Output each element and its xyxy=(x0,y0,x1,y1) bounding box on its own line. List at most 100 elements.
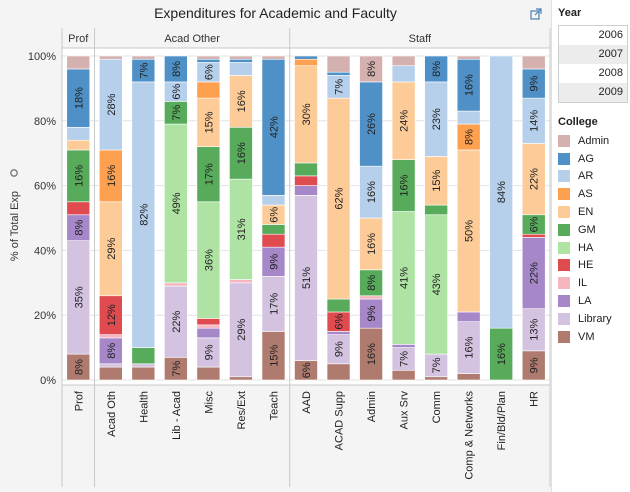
bar-segment xyxy=(99,366,123,381)
data-label: 16% xyxy=(464,336,476,358)
bar-segment xyxy=(294,162,318,177)
bar-segment xyxy=(196,324,221,329)
bar-segment xyxy=(66,55,91,70)
bar-segment xyxy=(196,55,221,60)
bar-segment xyxy=(66,201,91,216)
group-header-band xyxy=(62,28,550,48)
year-filter-title: Year xyxy=(558,7,582,19)
data-label: 13% xyxy=(529,319,541,341)
bar-segment xyxy=(456,373,481,381)
bar-segment xyxy=(229,376,253,381)
bar-segment xyxy=(391,65,416,83)
x-tick-label: Misc xyxy=(203,391,215,414)
bar-segment xyxy=(294,55,318,60)
bar-segment xyxy=(196,327,221,339)
year-filter-item[interactable]: 2008 xyxy=(598,67,623,79)
x-tick-label: Res/Ext xyxy=(236,391,248,430)
data-label: 24% xyxy=(399,110,411,132)
chart-title: Expenditures for Academic and Faculty xyxy=(154,5,397,21)
data-label: 7% xyxy=(138,62,150,78)
bar-segment xyxy=(456,110,481,125)
data-label: 7% xyxy=(431,357,443,373)
data-label: 62% xyxy=(334,187,346,209)
bar-segment xyxy=(359,55,383,83)
data-label: 15% xyxy=(431,170,443,192)
y-tick-label: 60% xyxy=(34,181,56,193)
data-label: 9% xyxy=(268,254,280,270)
legend-item[interactable]: HA xyxy=(558,239,630,257)
year-filter-item[interactable]: 2006 xyxy=(598,29,623,41)
data-label: 36% xyxy=(203,249,215,271)
data-label: 6% xyxy=(268,207,280,223)
bar-segment xyxy=(359,295,383,300)
data-label: 7% xyxy=(334,79,346,95)
data-label: 16% xyxy=(496,343,508,365)
data-label: 23% xyxy=(431,108,443,130)
sidebar: Year 2006 2007 2008 2009 College Admin AG AR A… xyxy=(555,0,630,492)
bar-segment xyxy=(99,55,123,60)
legend-label: GM xyxy=(578,223,596,236)
data-label: 12% xyxy=(106,304,118,326)
data-label: 9% xyxy=(203,344,215,360)
legend-item[interactable]: AG xyxy=(558,150,630,168)
data-label: 16% xyxy=(366,343,378,365)
bar-segment xyxy=(391,55,416,67)
legend-label: Admin xyxy=(578,134,610,147)
data-label: 22% xyxy=(529,168,541,190)
pin-icon xyxy=(10,169,18,177)
data-label: 16% xyxy=(464,74,476,96)
bar-segment xyxy=(196,318,221,326)
data-label: 28% xyxy=(106,93,118,115)
data-label: 8% xyxy=(464,129,476,145)
x-tick-label: Comm xyxy=(431,391,443,423)
bar-segment xyxy=(456,311,481,322)
legend-item[interactable]: IL xyxy=(558,274,630,292)
bar-segment xyxy=(424,204,448,216)
x-tick-label: AAD xyxy=(301,391,313,414)
legend-swatch xyxy=(558,241,570,254)
popout-icon[interactable] xyxy=(530,8,542,20)
data-label: 6% xyxy=(529,216,541,232)
legend-item[interactable]: HE xyxy=(558,257,630,275)
legend-item[interactable]: VM xyxy=(558,328,630,346)
data-label: 30% xyxy=(301,103,313,125)
group-header-label: Acad Other xyxy=(164,33,220,45)
data-label: 22% xyxy=(171,310,183,332)
bar-segment xyxy=(326,363,351,381)
legend-item[interactable]: AR xyxy=(558,168,630,186)
data-label: 6% xyxy=(171,83,183,99)
data-label: 8% xyxy=(431,61,443,77)
legend-swatch xyxy=(558,188,570,201)
legend-item[interactable]: AS xyxy=(558,185,630,203)
legend-item[interactable]: Admin xyxy=(558,132,630,150)
data-label: 41% xyxy=(399,267,411,289)
legend-swatch xyxy=(558,312,570,325)
bar-segment xyxy=(489,55,514,329)
data-label: 6% xyxy=(301,362,313,378)
bar-segment xyxy=(326,71,351,76)
year-filter-item[interactable]: 2009 xyxy=(559,83,627,102)
year-filter-item[interactable]: 2007 xyxy=(559,45,627,64)
legend-swatch xyxy=(558,170,570,183)
legend-item[interactable]: GM xyxy=(558,221,630,239)
bar-segment xyxy=(326,331,351,335)
data-label: 8% xyxy=(73,359,85,375)
legend-label: Library xyxy=(578,312,612,325)
legend-label: AR xyxy=(578,170,594,183)
bar-segment xyxy=(99,363,123,368)
data-label: 82% xyxy=(138,204,150,226)
data-label: 6% xyxy=(203,64,215,80)
bar-segment xyxy=(261,233,286,248)
data-label: 16% xyxy=(236,90,248,112)
legend-item[interactable]: LA xyxy=(558,292,630,310)
data-label: 9% xyxy=(529,75,541,91)
data-label: 15% xyxy=(268,344,280,366)
legend-item[interactable]: Library xyxy=(558,310,630,328)
bar-segment xyxy=(261,55,286,60)
bar-segment xyxy=(424,376,448,381)
bar-segment xyxy=(424,55,448,83)
data-label: 16% xyxy=(236,142,248,164)
x-tick-label: Acad Oth xyxy=(106,391,118,437)
legend-item[interactable]: EN xyxy=(558,203,630,221)
data-label: 16% xyxy=(106,165,118,187)
